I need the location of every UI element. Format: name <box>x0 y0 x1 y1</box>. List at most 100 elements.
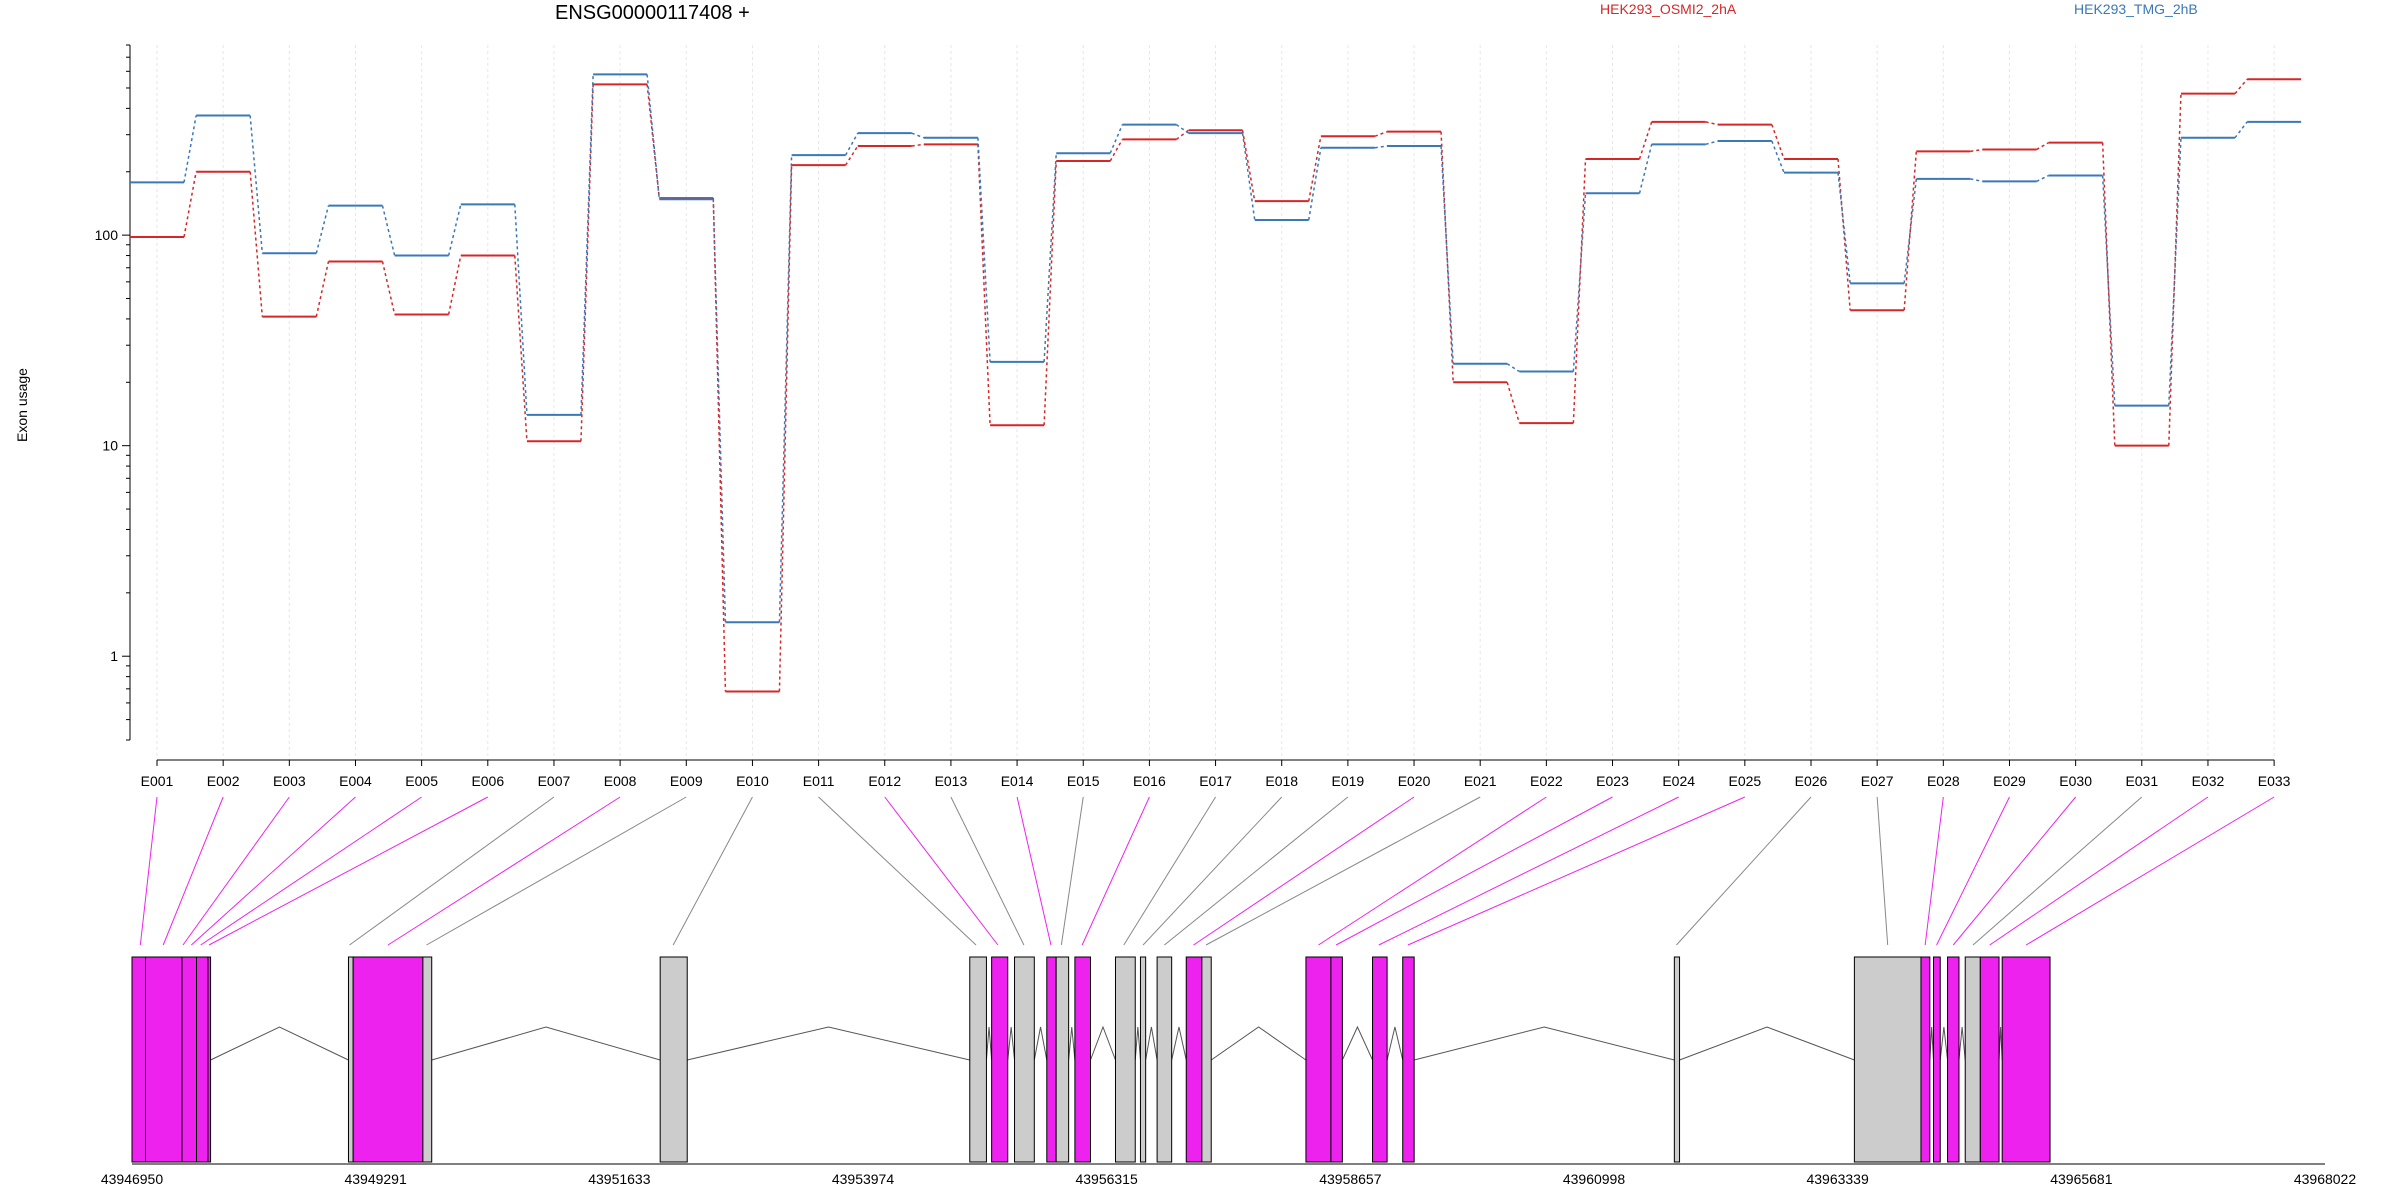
series-connector <box>1440 145 1454 364</box>
series-connector <box>1903 151 1918 311</box>
x-tick-label: E003 <box>273 773 306 789</box>
exon-block <box>422 956 433 1163</box>
exon-block <box>1046 956 1057 1163</box>
x-tick-label: E007 <box>538 773 571 789</box>
exon-block <box>991 956 1009 1163</box>
x-tick-label: E025 <box>1728 773 1761 789</box>
series-connector <box>249 115 264 254</box>
series-connector <box>844 132 859 156</box>
bin-link-line <box>162 796 224 946</box>
series-connector <box>977 144 991 426</box>
exon-block <box>181 956 198 1163</box>
bin-link-line <box>190 796 356 946</box>
exon-block <box>1139 956 1147 1163</box>
bin-link-line <box>1952 796 2077 946</box>
intron-line <box>1414 1026 1675 1061</box>
bin-link-line <box>426 796 687 946</box>
y-tick-label: 1 <box>110 648 118 664</box>
series-connector <box>1638 144 1653 194</box>
legend-series-osmi2: HEK293_OSMI2_2hA <box>1600 1 1737 17</box>
bin-link-line <box>1205 796 1481 946</box>
x-tick-label: E012 <box>868 773 901 789</box>
x-tick-label: E005 <box>405 773 438 789</box>
bin-link-line <box>1193 796 1415 946</box>
intron-line <box>1679 1026 1855 1061</box>
intron-line <box>687 1026 970 1061</box>
intron-line <box>1033 1026 1048 1061</box>
bin-link-line <box>1060 796 1084 946</box>
exon-block <box>1372 956 1388 1163</box>
series-connector <box>447 204 462 256</box>
series-connector <box>1109 124 1124 154</box>
x-tick-label: E029 <box>1993 773 2026 789</box>
x-tick-label: E009 <box>670 773 703 789</box>
exon-block <box>1920 956 1931 1163</box>
x-tick-label: E010 <box>736 773 769 789</box>
intron-line <box>1171 1026 1187 1061</box>
x-tick-label: E016 <box>1133 773 1166 789</box>
intron-line <box>1998 1026 2003 1061</box>
bin-link-line <box>1936 796 2010 946</box>
series-connector <box>844 145 859 166</box>
intron-line <box>1386 1026 1404 1061</box>
genomic-tick-label: 43968022 <box>2294 1171 2357 1187</box>
exon-block <box>196 956 209 1163</box>
series-connector <box>315 205 330 254</box>
series-connector <box>1175 123 1189 134</box>
series-connector <box>580 74 594 415</box>
series-connector <box>447 255 462 315</box>
series-connector <box>381 205 396 256</box>
exon-block <box>131 956 147 1163</box>
series-connector <box>646 74 661 200</box>
exon-block <box>145 956 183 1163</box>
genomic-tick-label: 43960998 <box>1563 1171 1626 1187</box>
series-connector <box>2036 174 2049 183</box>
series-connector <box>1307 147 1322 221</box>
exon-block <box>207 956 212 1163</box>
bin-link-line <box>208 796 489 946</box>
series-connector <box>1705 121 1719 126</box>
series-connector <box>2234 121 2248 139</box>
series-connector <box>183 171 197 238</box>
series-connector <box>2101 175 2116 406</box>
exon-block <box>1014 956 1035 1163</box>
series-connector <box>249 171 264 317</box>
exon-block <box>659 956 688 1163</box>
intron-line <box>1068 1026 1076 1061</box>
x-tick-label: E026 <box>1795 773 1828 789</box>
series-connector <box>646 84 661 199</box>
bin-link-line <box>1081 796 1150 946</box>
intron-line <box>1341 1025 1373 1061</box>
x-tick-label: E008 <box>604 773 637 789</box>
exon-block <box>1201 956 1212 1163</box>
genomic-tick-label: 43958657 <box>1319 1171 1382 1187</box>
bin-link-line <box>182 796 290 946</box>
exon-block <box>1185 956 1203 1163</box>
series-connector <box>1771 124 1785 160</box>
bin-link-line <box>1378 796 1679 946</box>
bin-link-line <box>950 796 1025 946</box>
x-tick-label: E030 <box>2059 773 2092 789</box>
bin-link-line <box>1142 796 1283 946</box>
bin-link-line <box>818 796 977 946</box>
series-connector <box>2168 93 2182 446</box>
series-connector <box>381 261 396 315</box>
exon-block <box>1947 956 1960 1163</box>
intron-line <box>1939 1026 1949 1061</box>
x-tick-label: E023 <box>1596 773 1629 789</box>
intron-line <box>1134 1026 1141 1061</box>
series-connector <box>1771 140 1785 173</box>
x-tick-label: E031 <box>2125 773 2158 789</box>
series-connector <box>1043 160 1057 426</box>
x-tick-label: E018 <box>1265 773 1298 789</box>
series-connector <box>778 165 793 692</box>
series-connector <box>1043 153 1057 362</box>
series-connector <box>911 143 925 147</box>
bin-link-line <box>200 796 422 946</box>
bin-link-line <box>1972 796 2143 946</box>
exon-block <box>1932 956 1941 1163</box>
series-connector <box>911 132 925 139</box>
series-connector <box>1374 145 1388 149</box>
intron-line <box>1958 1026 1966 1061</box>
exon-block <box>347 956 354 1163</box>
